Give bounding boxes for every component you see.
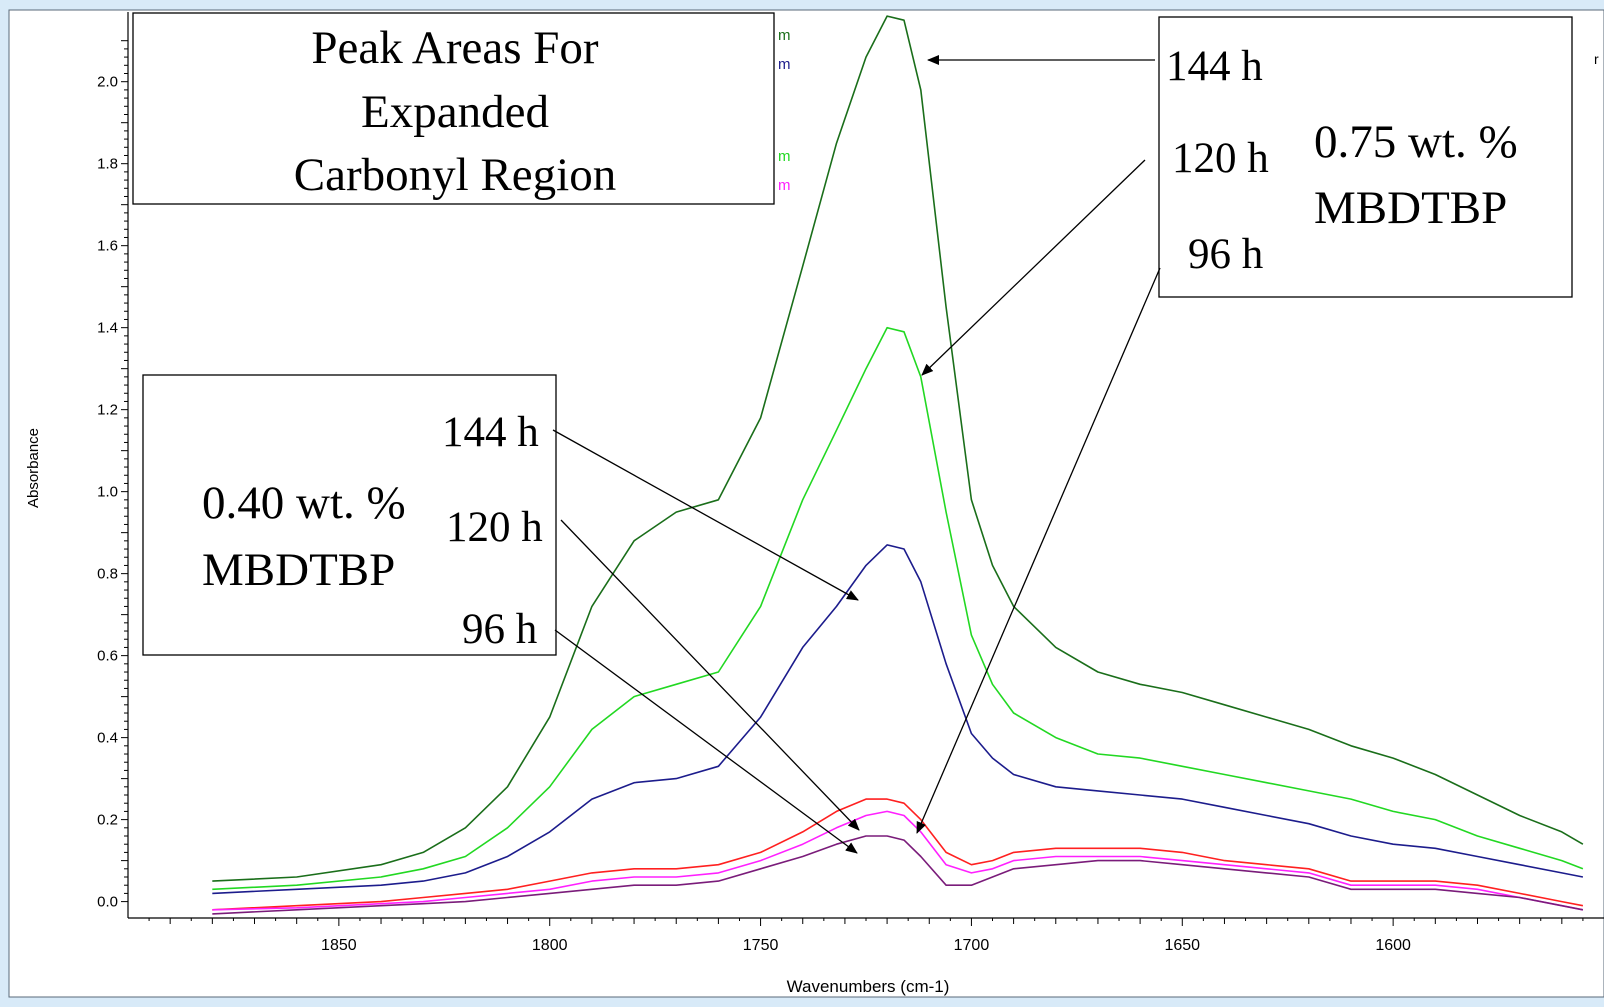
arrow-040-144h: [552, 429, 859, 601]
label-040-conc: 0.40 wt. %: [202, 477, 406, 529]
box-040: [142, 374, 557, 656]
series-line-3: [212, 544, 1584, 895]
x-tick-label: 1800: [532, 937, 568, 954]
y-tick-label: 1.2: [97, 402, 118, 419]
y-tick-label: 0.4: [97, 730, 118, 747]
label-040-96h: 96 h: [462, 606, 537, 653]
arrow-075-96h: [916, 267, 1161, 834]
label-075-compound: MBDTBP: [1314, 182, 1507, 234]
series-line-6: [212, 835, 1584, 915]
y-tick-label: 0.8: [97, 566, 118, 583]
y-tick-label: 0.0: [97, 894, 118, 911]
x-tick-label: 1600: [1375, 937, 1411, 954]
y-tick-label: 0.2: [97, 812, 118, 829]
label-040-144h: 144 h: [442, 409, 539, 456]
axes: 0.00.20.40.60.81.01.21.41.61.82.0 1850 18…: [97, 12, 1604, 954]
x-tick-label: 1650: [1164, 937, 1200, 954]
x-axis-label: Wavenumbers (cm-1): [787, 977, 950, 996]
annotation-075: 144 h 120 h 96 h 0.75 wt. % MBDTBP: [1158, 16, 1573, 298]
arrow-040-120h: [560, 519, 860, 831]
edge-fragment: r: [1594, 51, 1599, 67]
series-line-4: [212, 798, 1584, 911]
y-tick-label: 1.6: [97, 238, 118, 255]
y-axis-label: Absorbance: [25, 428, 42, 508]
label-075-144h: 144 h: [1166, 43, 1263, 90]
annotation-040: 144 h 120 h 96 h 0.40 wt. % MBDTBP: [142, 374, 557, 656]
box-075: [1158, 16, 1573, 298]
pointer-arrows: [552, 55, 1161, 854]
y-tick-label: 2.0: [97, 74, 118, 91]
y-tick-label: 1.4: [97, 320, 118, 337]
series-layer: [212, 15, 1584, 915]
y-tick-label: 0.6: [97, 648, 118, 665]
label-075-conc: 0.75 wt. %: [1314, 116, 1518, 168]
label-075-120h: 120 h: [1172, 135, 1269, 182]
label-040-compound: MBDTBP: [202, 544, 395, 596]
label-075-96h: 96 h: [1188, 231, 1263, 278]
x-tick-label: 1700: [954, 937, 990, 954]
title-line-1: Peak Areas For: [311, 22, 599, 74]
y-tick-label: 1.0: [97, 484, 118, 501]
title-box: [132, 12, 775, 205]
legend-fragment-3: m: [778, 148, 791, 165]
series-line-5: [212, 810, 1584, 911]
y-tick-label: 1.8: [97, 156, 118, 173]
title-annotation: Peak Areas For Expanded Carbonyl Region: [132, 12, 775, 205]
series-line-1: [212, 15, 1584, 882]
y-ticks: 0.0 0.2 0.4 0.6 0.8 1.0 1.2 1.4 1.6 1.8 2.0: [97, 40, 128, 911]
title-line-3: Carbonyl Region: [294, 149, 616, 201]
legend-fragment-4: m: [778, 177, 791, 194]
legend-fragment-1: m: [778, 27, 791, 44]
arrow-040-96h: [554, 629, 858, 854]
series-line-2: [212, 326, 1584, 891]
arrow-075-120h: [921, 159, 1146, 376]
x-ticks: 1850 1800 1750 1700 1650 1600: [148, 918, 1584, 954]
title-line-2: Expanded: [361, 86, 549, 138]
legend-fragment-2: m: [778, 56, 791, 73]
x-tick-label: 1750: [743, 937, 779, 954]
label-040-120h: 120 h: [446, 504, 543, 551]
x-tick-label: 1850: [321, 937, 357, 954]
